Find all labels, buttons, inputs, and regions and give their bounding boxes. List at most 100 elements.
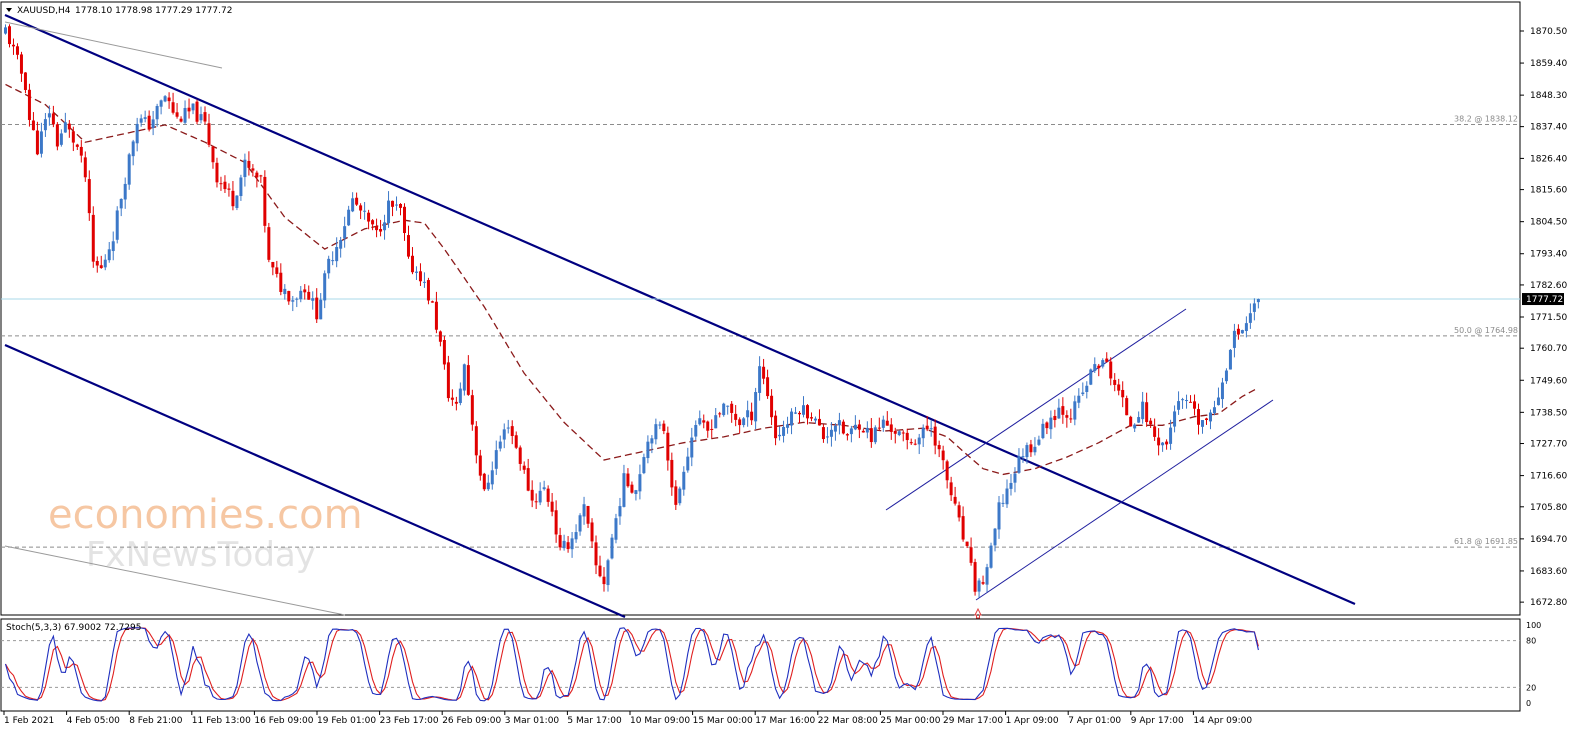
candle-body: [762, 366, 766, 379]
candle: [885, 411, 889, 426]
candle-body: [351, 198, 355, 212]
candle-body: [825, 436, 829, 438]
candle-body: [865, 427, 869, 433]
candle: [881, 415, 885, 432]
candle-body: [119, 198, 123, 209]
stoch-label: Stoch(5,3,3) 67.9002 72.7295: [6, 623, 141, 633]
candle-body: [71, 131, 75, 143]
candle: [1236, 324, 1240, 340]
candle-body: [287, 290, 291, 302]
candle-body: [107, 249, 111, 261]
candle-body: [774, 415, 778, 439]
candle-body: [247, 160, 251, 168]
candle: [1117, 378, 1121, 396]
candle-body: [610, 537, 614, 559]
candle-body: [758, 366, 762, 393]
candle: [83, 151, 87, 182]
candle: [674, 480, 678, 510]
candle: [698, 410, 702, 426]
stoch-plot-frame: [0, 618, 1521, 712]
candle: [295, 297, 299, 308]
candle-body: [957, 505, 961, 518]
symbol-menu-triangle-icon[interactable]: [6, 8, 12, 12]
stochastic-panel: 0 20 80 100: [1, 621, 1541, 708]
candle: [849, 425, 853, 443]
ohlc-values: 1778.10 1778.98 1777.29 1777.72: [75, 6, 232, 16]
candle-body: [59, 133, 63, 145]
candle-body: [1025, 445, 1029, 458]
candle: [1177, 391, 1181, 415]
candle: [666, 426, 670, 471]
candle: [15, 43, 19, 60]
price-tick-label: 1672.80: [1530, 598, 1567, 608]
candle: [422, 272, 426, 288]
candle: [750, 402, 754, 425]
candle: [135, 117, 139, 152]
price-tick-label: 1815.60: [1530, 186, 1567, 196]
candle-body: [538, 490, 542, 503]
candle-body: [474, 426, 478, 456]
candle-body: [861, 430, 865, 433]
candle-body: [1228, 349, 1232, 370]
candle: [1240, 329, 1244, 334]
candle: [582, 496, 586, 525]
watermark-line1: economies.com: [48, 492, 363, 538]
candle-body: [782, 426, 786, 436]
candle: [590, 518, 594, 549]
candle: [774, 410, 778, 446]
candle: [107, 242, 111, 263]
candle: [147, 110, 151, 132]
price-tick-label: 1705.80: [1530, 503, 1567, 513]
candle: [299, 285, 303, 303]
candle-body: [1208, 412, 1212, 422]
time-tick-label: 15 Mar 00:00: [693, 716, 753, 726]
candle-body: [355, 197, 359, 205]
candle-body: [738, 419, 742, 426]
candle-body: [183, 107, 187, 123]
candle: [913, 439, 917, 446]
candle-body: [997, 502, 1001, 530]
current-price-badge: 1777.72: [1522, 293, 1564, 306]
candle-body: [95, 260, 99, 266]
candle: [219, 176, 223, 191]
price-tick-label: 1694.70: [1530, 535, 1567, 545]
candle-body: [710, 428, 714, 430]
time-tick-label: 9 Apr 17:00: [1131, 716, 1184, 726]
candle-body: [263, 176, 267, 226]
candle: [267, 222, 271, 263]
candle-body: [702, 420, 706, 423]
candle: [682, 466, 686, 496]
candle: [766, 369, 770, 399]
candle-body: [454, 401, 458, 404]
price-tick-label: 1848.30: [1530, 91, 1567, 101]
candle: [710, 419, 714, 439]
candle-body: [889, 424, 893, 432]
symbol-name: XAUUSD,H4: [17, 6, 71, 16]
candle: [339, 236, 343, 258]
candle: [718, 411, 722, 418]
candle-body: [766, 377, 770, 397]
candle: [71, 126, 75, 152]
candle-body: [470, 395, 474, 425]
candle-body: [422, 281, 426, 283]
candle-body: [650, 438, 654, 444]
candle: [31, 112, 35, 131]
candle-body: [311, 298, 315, 301]
candle-body: [1085, 385, 1089, 392]
candle-body: [1193, 401, 1197, 409]
candle-body: [646, 441, 650, 459]
candle-body: [494, 450, 498, 469]
candle: [167, 92, 171, 109]
candle-body: [1113, 379, 1117, 385]
candle-body: [327, 258, 331, 274]
candle-body: [746, 410, 750, 418]
candle: [159, 99, 163, 115]
candle-body: [750, 411, 754, 421]
stoch-tick-label: 80: [1526, 637, 1536, 646]
price-tick-label: 1749.60: [1530, 376, 1567, 386]
candle-body: [718, 413, 722, 415]
candle-body: [1224, 370, 1228, 382]
candle: [857, 419, 861, 439]
candle-body: [1248, 313, 1252, 323]
candle: [782, 420, 786, 443]
